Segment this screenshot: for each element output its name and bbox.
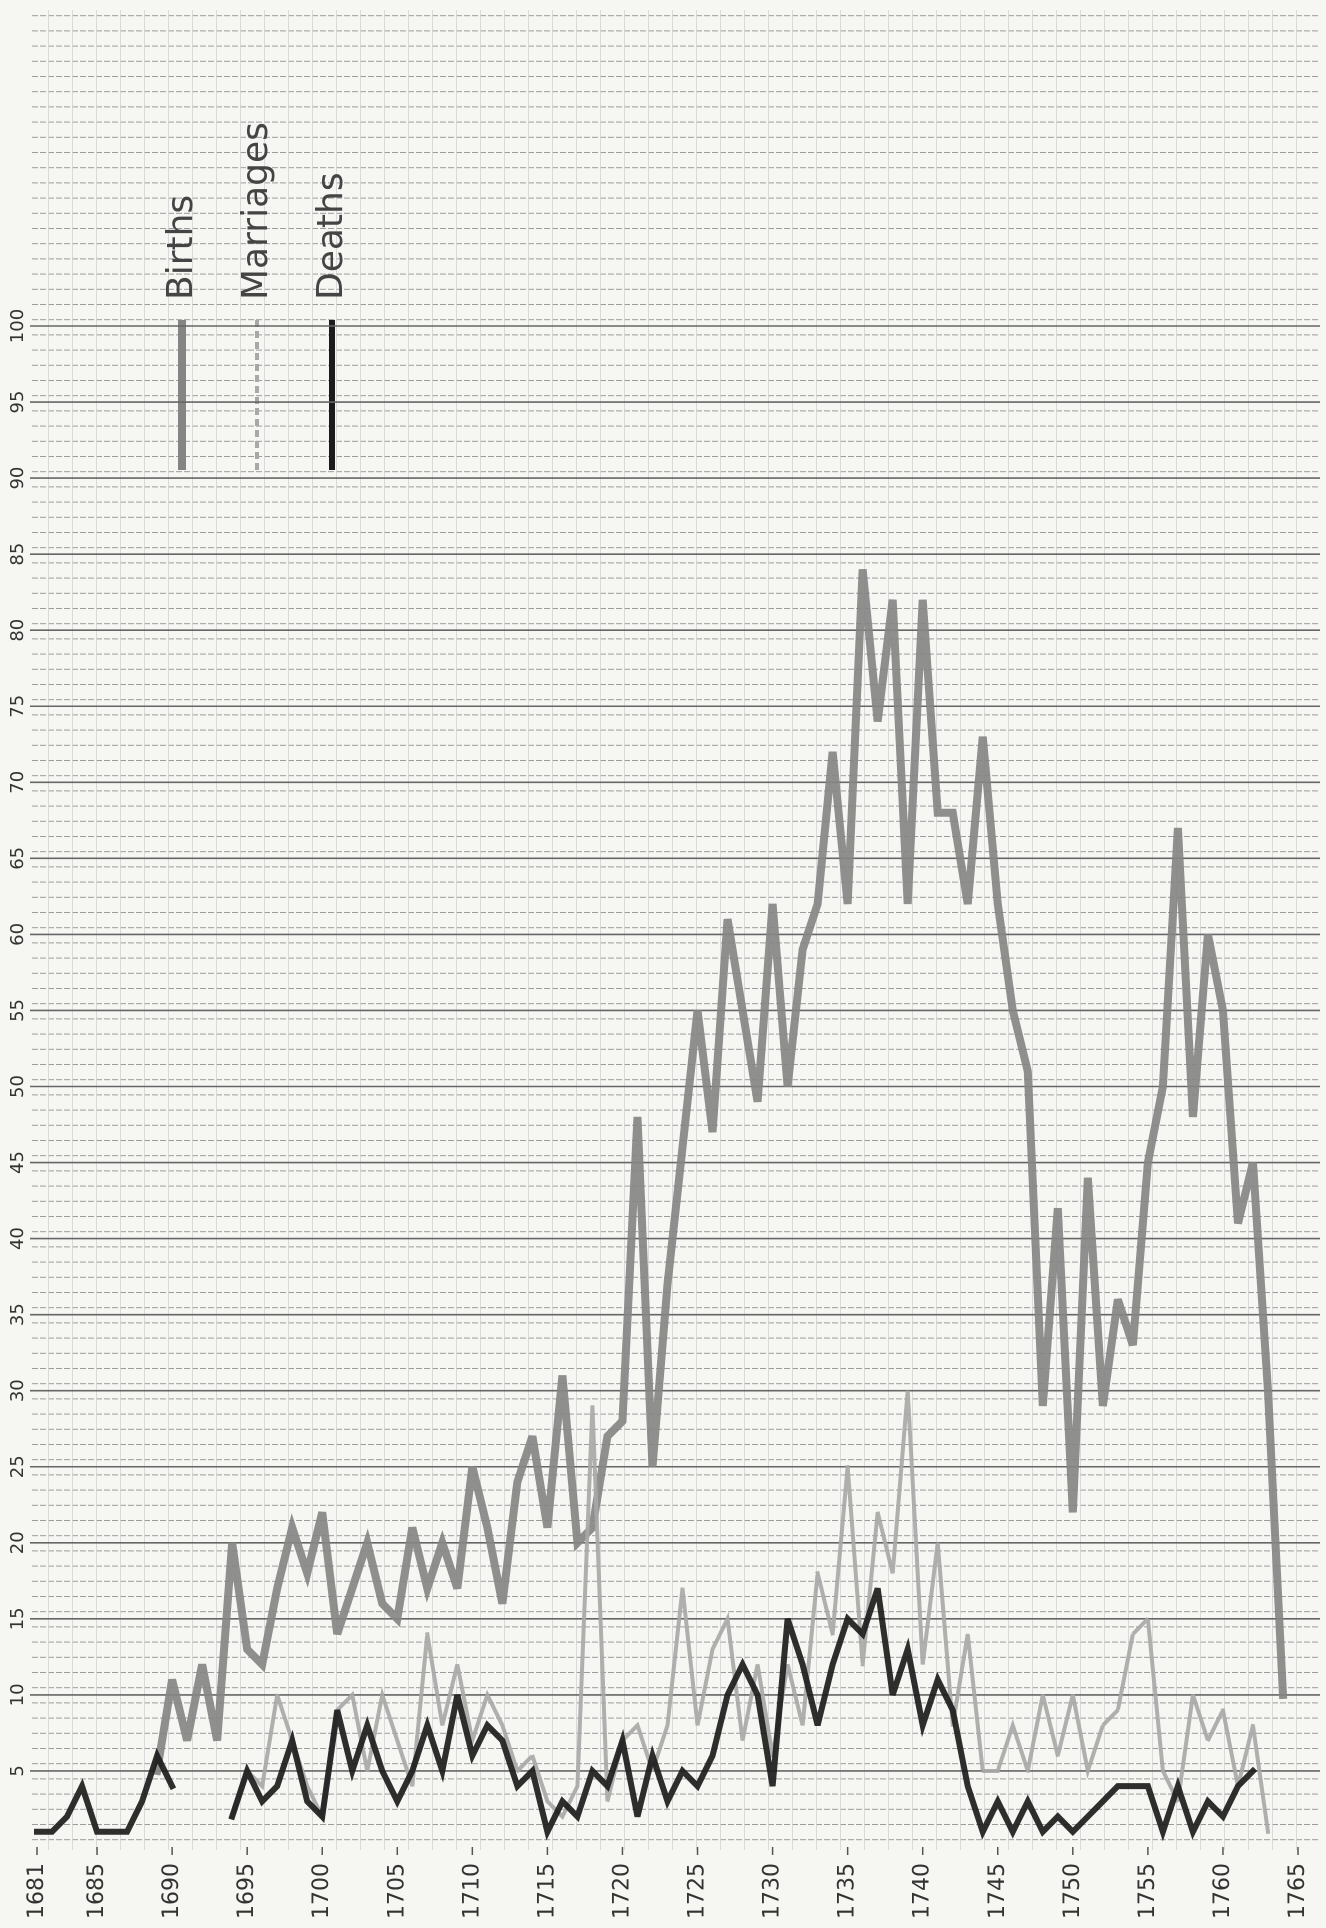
y-tick-label: 80 <box>7 619 28 642</box>
y-tick-label: 10 <box>7 1683 28 1706</box>
x-tick-label: 1745 <box>985 1863 1010 1919</box>
y-tick-label: 15 <box>7 1607 28 1630</box>
y-tick-label: 95 <box>7 391 28 414</box>
x-tick-label: 1740 <box>910 1863 935 1919</box>
x-tick-label: 1760 <box>1210 1863 1235 1919</box>
x-tick-label: 1750 <box>1060 1863 1085 1919</box>
y-tick-label: 75 <box>7 695 28 718</box>
y-tick-label: 20 <box>7 1531 28 1554</box>
y-tick-label: 25 <box>7 1455 28 1478</box>
x-tick-label: 1705 <box>384 1863 409 1919</box>
x-tick-label: 1695 <box>234 1863 259 1919</box>
x-tick-label: 1755 <box>1135 1863 1160 1919</box>
x-tick-label: 1685 <box>84 1863 109 1919</box>
y-tick-label: 85 <box>7 543 28 566</box>
x-tick-label: 1715 <box>534 1863 559 1919</box>
y-tick-label: 100 <box>7 309 28 343</box>
x-tick-label: 1681 <box>24 1863 49 1919</box>
legend-label: Deaths <box>310 172 351 300</box>
y-tick-label: 50 <box>7 1075 28 1098</box>
x-tick-label: 1700 <box>309 1863 334 1919</box>
chart: Births Marriages Deaths 5 10 15 20 25 30 35 40 45 5… <box>0 0 1326 1928</box>
y-tick-label: 90 <box>7 467 28 490</box>
x-tick-label: 1690 <box>159 1863 184 1919</box>
y-tick-label: 70 <box>7 771 28 794</box>
x-tick-label: 1710 <box>459 1863 484 1919</box>
y-tick-label: 60 <box>7 923 28 946</box>
x-tick-label: 1765 <box>1285 1863 1310 1919</box>
x-tick-label: 1735 <box>835 1863 860 1919</box>
x-tick-label: 1720 <box>609 1863 634 1919</box>
y-tick-label: 30 <box>7 1379 28 1402</box>
y-tick-label: 65 <box>7 847 28 870</box>
y-tick-label: 55 <box>7 999 28 1022</box>
y-tick-label: 35 <box>7 1303 28 1326</box>
graph-paper <box>30 10 1320 1850</box>
legend-label: Marriages <box>235 122 276 300</box>
y-tick-label: 5 <box>7 1765 28 1776</box>
x-tick-label: 1725 <box>685 1863 710 1919</box>
x-tick-label: 1730 <box>760 1863 785 1919</box>
y-tick-label: 45 <box>7 1151 28 1174</box>
y-tick-label: 40 <box>7 1227 28 1250</box>
legend-label: Births <box>160 195 201 300</box>
